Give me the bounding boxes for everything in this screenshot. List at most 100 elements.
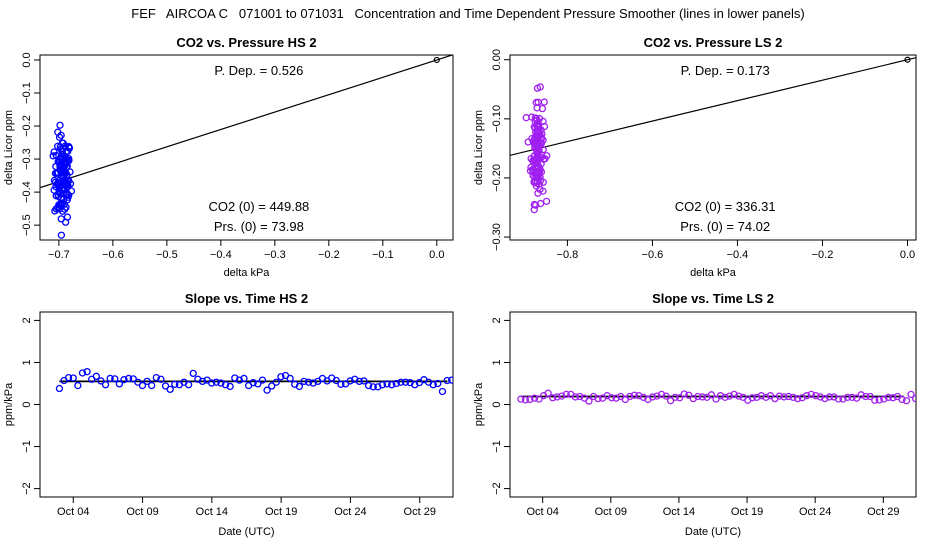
data-point <box>662 392 670 400</box>
data-point <box>875 396 883 404</box>
data-point <box>443 376 451 385</box>
plot-frame <box>39 54 454 241</box>
data-point <box>533 121 541 129</box>
data-point <box>268 382 276 390</box>
data-point <box>539 136 547 144</box>
x-tick-label: −0.2 <box>318 249 340 261</box>
data-point <box>517 395 525 403</box>
y-tick-label: −1 <box>491 440 503 453</box>
data-point <box>585 397 593 405</box>
data-point <box>540 98 548 106</box>
data-point <box>429 381 437 389</box>
x-tick-label: Oct 19 <box>265 506 297 518</box>
data-point <box>54 128 62 136</box>
y-tick-label: 0 <box>491 401 503 407</box>
data-point <box>157 375 165 383</box>
data-point <box>300 377 308 386</box>
data-point <box>653 392 661 400</box>
data-point <box>871 396 879 404</box>
data-point <box>532 131 540 139</box>
data-point <box>337 380 345 388</box>
x-tick-label: Oct 14 <box>663 506 695 518</box>
x-tick-label: Oct 04 <box>57 506 89 518</box>
data-point <box>198 377 207 386</box>
data-point <box>666 397 675 405</box>
x-tick-label: Oct 24 <box>799 506 831 518</box>
data-point <box>143 377 151 386</box>
data-point <box>821 394 829 403</box>
data-point <box>438 387 447 396</box>
y-tick-label: 2 <box>491 317 503 323</box>
data-point <box>730 390 738 399</box>
data-point <box>539 187 547 195</box>
data-point <box>295 382 304 391</box>
data-point <box>64 373 73 382</box>
data-point <box>889 394 897 402</box>
data-point <box>812 392 820 400</box>
x-tick-label: Oct 29 <box>404 506 436 518</box>
origin-point <box>904 56 911 63</box>
x-tick-label: Oct 14 <box>196 506 228 518</box>
data-point <box>63 158 71 166</box>
data-point <box>52 205 60 213</box>
data-point <box>254 380 262 388</box>
data-point <box>576 392 584 401</box>
data-point <box>56 121 64 129</box>
x-tick-label: −0.8 <box>557 249 579 261</box>
data-point <box>138 381 147 390</box>
data-point <box>594 394 602 403</box>
data-point <box>74 381 82 390</box>
y-tick-label: −0.4 <box>21 181 33 203</box>
data-point <box>360 377 368 385</box>
data-point <box>355 377 364 386</box>
data-point <box>161 382 170 390</box>
data-point <box>397 378 405 386</box>
data-point <box>784 392 793 401</box>
plot-area <box>40 55 453 239</box>
data-point <box>535 395 543 403</box>
hs-scatter-panel: CO2 vs. Pressure HS 2 delta kPa delta Lico… <box>3 35 454 279</box>
data-point <box>530 206 538 214</box>
data-point <box>553 393 561 401</box>
data-point <box>558 392 566 400</box>
data-point <box>217 379 225 387</box>
y-tick-label: 2 <box>21 317 33 323</box>
data-point <box>530 394 539 402</box>
y-tick-label: −0.30 <box>491 223 503 251</box>
data-point <box>524 138 532 146</box>
data-point <box>277 373 285 381</box>
p-dep-annotation: P. Dep. = 0.173 <box>681 63 770 78</box>
data-point <box>392 379 400 388</box>
plot-frame <box>509 54 917 241</box>
data-point <box>62 154 70 163</box>
y-axis-label: delta Licor ppm <box>3 110 15 185</box>
data-point <box>208 379 216 387</box>
data-point <box>286 374 294 383</box>
data-point <box>55 183 63 191</box>
data-point <box>922 395 928 401</box>
data-point <box>533 84 542 92</box>
data-point <box>452 378 453 382</box>
data-point <box>304 378 313 386</box>
data-point <box>383 380 391 388</box>
data-point <box>607 394 616 402</box>
data-point <box>533 104 541 112</box>
data-point <box>120 376 128 384</box>
data-point <box>152 373 160 382</box>
data-point <box>115 380 124 388</box>
x-tick-label: −0.4 <box>210 249 232 261</box>
data-point <box>834 395 843 403</box>
fit-line <box>510 57 916 156</box>
data-point <box>911 394 916 403</box>
data-point <box>748 394 756 402</box>
data-point <box>931 393 936 399</box>
data-point <box>171 380 179 388</box>
data-point <box>793 394 802 403</box>
x-tick-label: 0.0 <box>429 249 444 261</box>
data-point <box>69 374 77 382</box>
data-point <box>531 144 539 152</box>
data-point <box>839 395 847 403</box>
data-point <box>735 392 743 400</box>
data-point <box>534 120 542 128</box>
co2-zero-annotation: CO2 (0) = 336.31 <box>675 199 776 214</box>
